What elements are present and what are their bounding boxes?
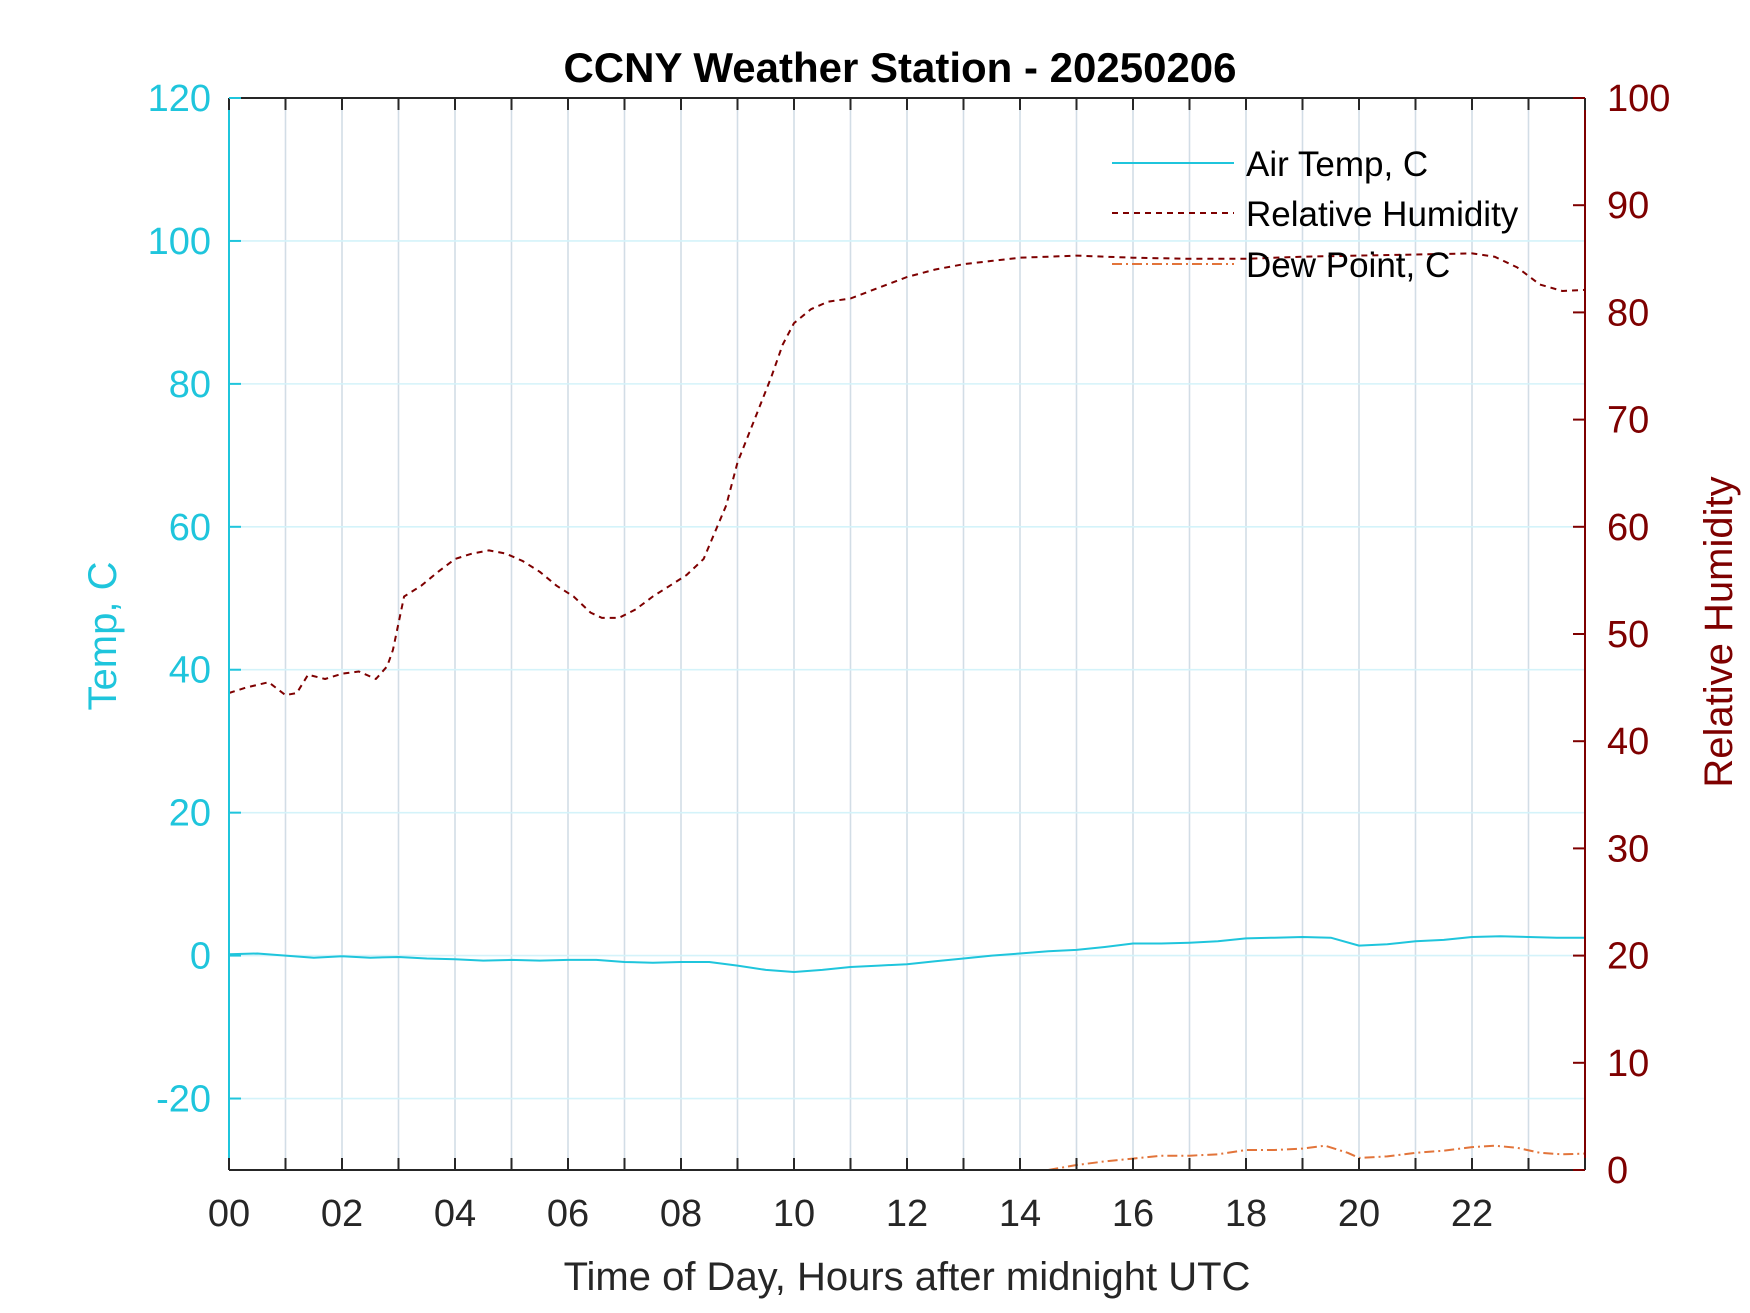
x-tick-label: 14 xyxy=(999,1193,1041,1235)
x-tick-label: 10 xyxy=(773,1193,815,1235)
left-y-tick-label: 100 xyxy=(148,221,211,263)
left-y-axis-label: Temp, C xyxy=(81,562,125,711)
right-y-tick-label: 0 xyxy=(1607,1150,1628,1192)
right-y-tick-label: 100 xyxy=(1607,78,1670,120)
x-tick-label: 06 xyxy=(547,1193,589,1235)
legend-label-humidity: Relative Humidity xyxy=(1246,195,1519,234)
right-y-tick-label: 70 xyxy=(1607,400,1649,442)
x-tick-label: 22 xyxy=(1451,1193,1493,1235)
right-y-axis-label: Relative Humidity xyxy=(1697,476,1741,787)
series-layer xyxy=(228,252,1586,1171)
legend: Air Temp, C Relative Humidity Dew Point,… xyxy=(1112,145,1519,285)
left-y-tick-label: 80 xyxy=(169,364,211,406)
right-y-tick-label: 10 xyxy=(1607,1043,1649,1085)
right-y-tick-label: 40 xyxy=(1607,721,1649,763)
right-y-tick-label: 20 xyxy=(1607,936,1649,978)
series-line-air-temp-c xyxy=(228,935,1585,973)
left-y-tick-label: 20 xyxy=(169,793,211,835)
left-y-tick-label: 120 xyxy=(148,78,211,120)
x-tick-label: 18 xyxy=(1225,1193,1267,1235)
right-y-tick-label: 50 xyxy=(1607,614,1649,656)
x-tick-label: 04 xyxy=(434,1193,476,1235)
left-y-tick-label: 40 xyxy=(169,650,211,692)
legend-label-dew-point: Dew Point, C xyxy=(1246,246,1450,285)
x-tick-label: 12 xyxy=(886,1193,928,1235)
x-tick-label: 16 xyxy=(1112,1193,1154,1235)
x-axis-label: Time of Day, Hours after midnight UTC xyxy=(564,1255,1251,1299)
right-y-tick-label: 60 xyxy=(1607,507,1649,549)
legend-label-air-temp: Air Temp, C xyxy=(1246,145,1428,184)
ticks-layer: 00 02 04 06 08 10 12 14 16 18 20 22-200204060801001… xyxy=(148,78,1671,1235)
left-y-tick-label: 0 xyxy=(190,936,211,978)
series-line-dew-point-c xyxy=(1048,1144,1586,1171)
x-tick-label: 08 xyxy=(660,1193,702,1235)
left-y-tick-label: -20 xyxy=(156,1079,211,1121)
right-y-tick-label: 80 xyxy=(1607,292,1649,334)
x-tick-label: 02 xyxy=(321,1193,363,1235)
chart-title: CCNY Weather Station - 20250206 xyxy=(563,44,1236,91)
right-y-tick-label: 30 xyxy=(1607,828,1649,870)
right-y-tick-label: 90 xyxy=(1607,185,1649,227)
x-tick-label: 20 xyxy=(1338,1193,1380,1235)
series-line-relative-humidity xyxy=(228,252,1586,697)
x-tick-label: 00 xyxy=(208,1193,250,1235)
left-y-tick-label: 60 xyxy=(169,507,211,549)
